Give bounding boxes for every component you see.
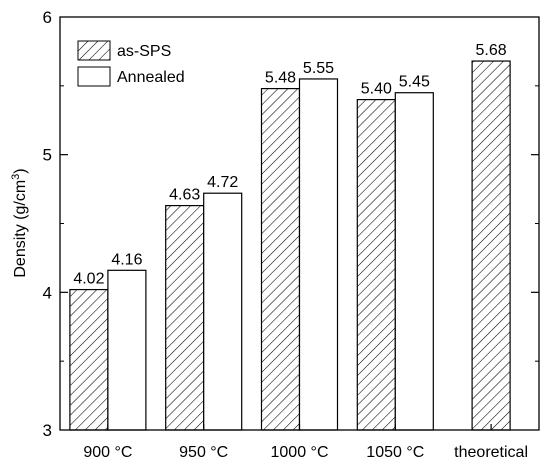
y-tick-label-1: 4 (43, 283, 52, 302)
y-tick-label-2: 5 (43, 146, 52, 165)
bar-as-sps-4 (471, 60, 511, 431)
x-tick-label-1: 950 °C (179, 444, 228, 461)
legend-swatch-annealed (77, 66, 111, 87)
x-axis-ticks: 900 °C 950 °C 1000 °C 1050 °C theoretical (83, 424, 528, 461)
data-label-annealed-1: 4.72 (207, 174, 238, 191)
y-axis-ticks: 3 4 5 6 (43, 8, 539, 440)
bar-as-sps-1 (165, 205, 205, 431)
bar-labels-group: 4.02 4.16 4.63 4.72 5.48 5.55 5.40 5.45 5.68 (73, 42, 506, 288)
legend-swatch-as-sps (77, 40, 111, 61)
y-tick-label-3: 6 (43, 8, 52, 27)
x-tick-label-2: 1000 °C (271, 444, 329, 461)
data-label-annealed-3: 5.45 (399, 74, 430, 91)
data-label-as-sps-1: 4.63 (169, 187, 200, 204)
bar-annealed-0 (107, 269, 147, 431)
y-axis-label-close: ) (12, 168, 29, 173)
bar-annealed-3 (394, 92, 434, 431)
data-label-as-sps-4: 5.68 (476, 42, 507, 59)
y-tick-label-0: 3 (43, 421, 52, 440)
data-label-as-sps-3: 5.40 (361, 81, 392, 98)
x-tick-label-3: 1050 °C (366, 444, 424, 461)
x-tick-label-4: theoretical (454, 444, 528, 461)
legend-label-as-sps: as-SPS (117, 43, 171, 60)
legend: as-SPS Annealed (77, 40, 185, 87)
data-label-annealed-2: 5.55 (303, 60, 334, 77)
data-label-annealed-0: 4.16 (111, 251, 142, 268)
y-axis-label-main: Density (g/cm (12, 180, 29, 278)
legend-label-annealed: Annealed (117, 69, 185, 86)
bar-annealed-2 (298, 78, 339, 431)
y-axis-label: Density (g/cm3) (10, 168, 29, 277)
bar-as-sps-2 (260, 87, 301, 431)
y-axis-label-superscript: 3 (10, 174, 22, 180)
bar-annealed-1 (203, 192, 243, 431)
bars-group (69, 60, 511, 431)
x-tick-label-0: 900 °C (83, 444, 132, 461)
bar-as-sps-0 (69, 288, 109, 431)
data-label-as-sps-0: 4.02 (73, 271, 104, 288)
data-label-as-sps-2: 5.48 (265, 70, 296, 87)
bar-as-sps-3 (356, 98, 396, 431)
